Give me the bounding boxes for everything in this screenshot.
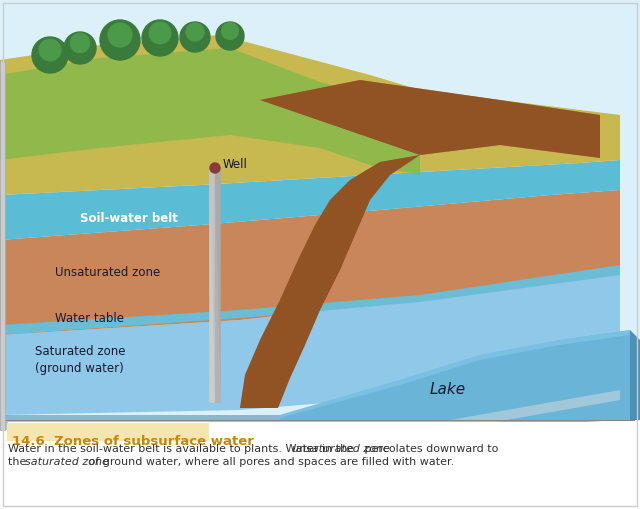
- Text: the: the: [8, 457, 30, 467]
- Text: Lake: Lake: [430, 382, 466, 398]
- Text: Water in the soil-water belt is available to plants. Water in the: Water in the soil-water belt is availabl…: [8, 444, 358, 454]
- Circle shape: [180, 22, 210, 52]
- Text: Saturated zone
(ground water): Saturated zone (ground water): [35, 345, 125, 375]
- Circle shape: [70, 34, 90, 52]
- Circle shape: [39, 39, 61, 61]
- Circle shape: [142, 20, 178, 56]
- Polygon shape: [0, 48, 420, 175]
- Text: percolates downward to: percolates downward to: [360, 444, 498, 454]
- Polygon shape: [0, 160, 620, 240]
- Text: Well: Well: [223, 158, 248, 172]
- Polygon shape: [0, 370, 620, 430]
- Text: unsaturated zone: unsaturated zone: [292, 444, 390, 454]
- Polygon shape: [0, 60, 5, 430]
- Text: 14.6  Zones of subsurface water: 14.6 Zones of subsurface water: [12, 435, 254, 448]
- Polygon shape: [240, 80, 600, 408]
- Polygon shape: [280, 330, 640, 420]
- Circle shape: [186, 23, 204, 41]
- Bar: [8, 422, 632, 502]
- Polygon shape: [240, 80, 600, 408]
- Circle shape: [221, 22, 239, 39]
- Circle shape: [149, 22, 171, 44]
- Text: Water table: Water table: [55, 312, 124, 325]
- Circle shape: [210, 163, 220, 173]
- Text: saturated zone: saturated zone: [25, 457, 109, 467]
- Bar: [0, 0, 640, 420]
- Text: Soil-water belt: Soil-water belt: [80, 212, 178, 224]
- Polygon shape: [0, 35, 620, 195]
- Polygon shape: [0, 190, 620, 335]
- Polygon shape: [0, 270, 620, 415]
- FancyBboxPatch shape: [0, 0, 640, 420]
- Circle shape: [100, 20, 140, 60]
- Circle shape: [64, 32, 96, 64]
- Circle shape: [32, 37, 68, 73]
- Polygon shape: [0, 390, 620, 430]
- Polygon shape: [0, 265, 620, 335]
- FancyBboxPatch shape: [7, 423, 209, 441]
- Polygon shape: [280, 330, 630, 418]
- Polygon shape: [630, 330, 640, 420]
- Text: of ground water, where all pores and spaces are filled with water.: of ground water, where all pores and spa…: [85, 457, 454, 467]
- Circle shape: [216, 22, 244, 50]
- Circle shape: [108, 23, 132, 47]
- Text: Unsaturated zone: Unsaturated zone: [55, 266, 160, 278]
